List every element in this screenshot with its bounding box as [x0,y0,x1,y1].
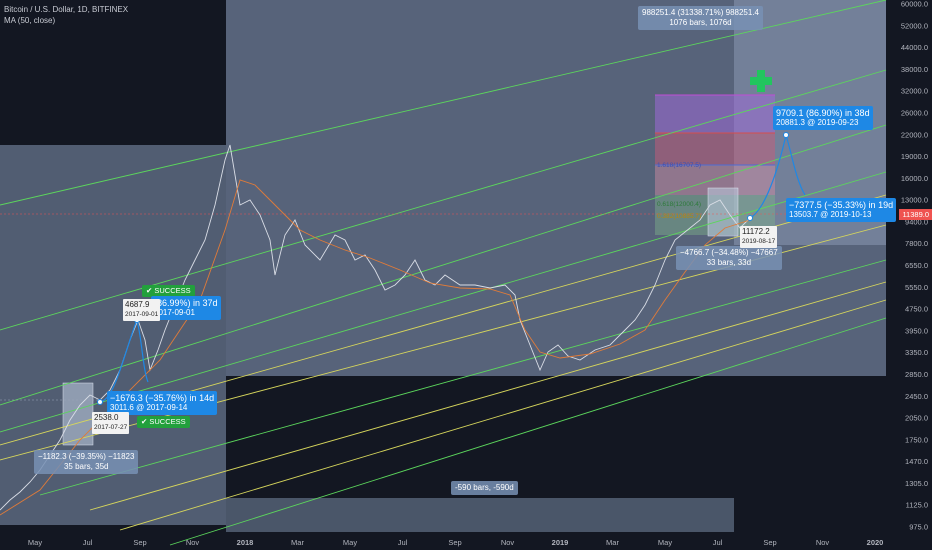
time-tick-label: May [28,538,42,547]
drop-1-value: −1676.3 (−35.76%) in 14d [110,393,215,403]
fib-label-2: 0.618(12000.4) [657,201,702,208]
price-tick-label: 38000.0 [901,65,928,74]
point-label-a: 4687.9 2017-09-01 [123,299,161,321]
price-tick-label: 52000.0 [901,21,928,30]
point-marker-d[interactable] [783,132,789,138]
point-c-date: 2019-08-17 [742,238,776,245]
price-tick-label: 1750.0 [905,435,928,444]
time-tick-label: Jul [83,538,93,547]
projection-arrow-3 [749,134,787,219]
time-axis[interactable]: May Jul Sep Nov 2018 Mar May Jul Sep Nov 2019 Mar Ma… [28,538,883,547]
time-tick-label: May [658,538,672,547]
price-axis[interactable]: 60000.0 52000.0 44000.0 38000.0 32000.0 26000… [901,0,928,532]
price-tick-label: 32000.0 [901,87,928,96]
point-a-price: 4687.9 [125,300,150,309]
price-tick-label: 2050.0 [905,414,928,423]
projection-arrow-1 [99,319,138,403]
projection-label-rise-1: (86.99%) in 37d 2017-09-01 [151,296,221,320]
time-tick-label: 2019 [552,538,569,547]
price-tick-label: 7800.0 [905,239,928,248]
rise-1-value: (86.99%) in 37d [154,298,218,308]
target-marker-icon[interactable] [750,70,772,92]
mid-drop-bars: 33 bars, 33d [706,258,752,267]
chart-legend: Bitcoin / U.S. Dollar, 1D, BITFINEX MA (… [4,4,128,26]
drop-2-value: −7377.5 (−35.33%) in 19d [789,200,894,210]
time-tick-label: Nov [501,538,515,547]
drop-1-target: 3011.6 @ 2017-09-14 [110,403,188,412]
projection-label-drop-1: −1676.3 (−35.76%) in 14d 3011.6 @ 2017-0… [107,391,218,415]
bottom-range-label: -590 bars, -590d [451,481,518,495]
price-tick-label: 3950.0 [905,326,928,335]
price-tick-label: 60000.0 [901,0,928,9]
fib-label-3: 0.382(10885.7) [657,213,702,220]
success-badge-bottom: ✔ SUCCESS [137,416,190,428]
rise-2-value: 9709.1 (86.90%) in 38d [776,108,870,118]
symbol-title[interactable]: Bitcoin / U.S. Dollar, 1D, BITFINEX [4,5,129,14]
fib-zone-red [655,133,775,165]
time-tick-label: Sep [448,538,461,547]
price-tick-label: 16000.0 [901,174,928,183]
rise-2-target: 20881.3 @ 2019-09-23 [776,118,859,127]
success-badge-top: ✔ SUCCESS [142,285,195,297]
time-tick-label: Mar [606,538,619,547]
rise-1-target: 2017-09-01 [154,308,195,317]
price-tick-label: 5550.0 [905,283,928,292]
price-tick-label: 19000.0 [901,152,928,161]
price-tick-label: 6550.0 [905,261,928,270]
point-label-c: 11172.2 2019-08-17 [740,226,778,248]
price-tick-label: 44000.0 [901,43,928,52]
time-tick-label: 2020 [867,538,884,547]
price-tick-label: 3350.0 [905,348,928,357]
mid-drop-label: −4766.7 (−34.48%) −47667 33 bars, 33d [676,246,782,270]
point-b-date: 2017-07-27 [94,424,128,431]
time-tick-label: Nov [186,538,200,547]
point-a-date: 2017-09-01 [125,311,159,318]
point-label-b: 2538.0 2017-07-27 [92,412,130,434]
point-marker-b[interactable] [97,399,103,405]
time-tick-label: Sep [133,538,146,547]
top-range-label: 988251.4 (31338.71%) 988251.4 1076 bars,… [638,6,763,30]
price-tick-label: 975.0 [909,523,928,532]
drop-2-target: 13503.7 @ 2019-10-13 [789,210,872,219]
time-tick-label: 2018 [237,538,254,547]
projection-arrow-4 [785,134,806,196]
point-marker-c[interactable] [747,215,753,221]
range-zone-bottom [226,498,734,532]
time-tick-label: May [343,538,357,547]
time-tick-label: Nov [816,538,830,547]
indicator-title[interactable]: MA (50, close) [4,16,56,25]
price-tick-label: 13000.0 [901,196,928,205]
left-drop-bars: 35 bars, 35d [63,462,109,471]
top-range-value: 988251.4 (31338.71%) 988251.4 [642,8,759,17]
time-tick-label: Jul [398,538,408,547]
price-tick-label: 2450.0 [905,392,928,401]
price-tick-label: 4750.0 [905,305,928,314]
mid-drop-value: −4766.7 (−34.48%) −47667 [680,248,778,257]
left-drop-label: −1182.3 (−39.35%) −11823 35 bars, 35d [34,450,139,474]
fib-zone-purple [655,95,775,133]
left-drop-value: −1182.3 (−39.35%) −11823 [38,452,135,461]
price-tick-label: 2850.0 [905,370,928,379]
price-tick-label: 26000.0 [901,108,928,117]
fib-label-1: 1.618(16707.5) [657,162,702,169]
projection-label-rise-2: 9709.1 (86.90%) in 38d 20881.3 @ 2019-09… [773,106,873,130]
price-tick-label: 1470.0 [905,457,928,466]
time-tick-label: Jul [713,538,723,547]
price-tick-label: 9400.0 [905,217,928,226]
projection-box-left [62,382,94,446]
price-tick-label: 1305.0 [905,479,928,488]
top-range-bars: 1076 bars, 1076d [669,18,732,27]
point-b-price: 2538.0 [94,413,119,422]
time-tick-label: Sep [763,538,776,547]
point-c-price: 11172.2 [742,227,770,236]
projection-arrow-2 [136,319,149,383]
price-tick-label: 1125.0 [906,501,928,510]
projection-label-drop-2: −7377.5 (−35.33%) in 19d 13503.7 @ 2019-… [786,198,897,222]
price-tick-label: 22000.0 [901,130,928,139]
current-price-tag: 11389.0 [899,209,932,220]
time-tick-label: Mar [291,538,304,547]
projection-box-right [707,187,739,237]
